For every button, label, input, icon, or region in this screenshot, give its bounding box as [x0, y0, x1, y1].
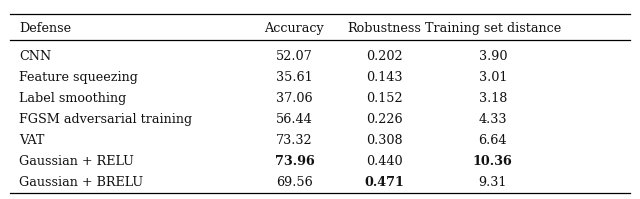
Text: Accuracy: Accuracy: [264, 22, 324, 35]
Text: VAT: VAT: [19, 134, 45, 147]
Text: Gaussian + BRELU: Gaussian + BRELU: [19, 176, 143, 189]
Text: 0.471: 0.471: [364, 176, 404, 189]
Text: 37.06: 37.06: [276, 92, 313, 105]
Text: Label smoothing: Label smoothing: [19, 92, 127, 105]
Text: 4.33: 4.33: [479, 113, 507, 126]
Text: 0.440: 0.440: [365, 155, 403, 168]
Text: 73.32: 73.32: [276, 134, 313, 147]
Text: 0.202: 0.202: [365, 50, 403, 63]
Text: 0.152: 0.152: [365, 92, 403, 105]
Text: Gaussian + RELU: Gaussian + RELU: [19, 155, 134, 168]
Text: 9.31: 9.31: [479, 176, 507, 189]
Text: Training set distance: Training set distance: [425, 22, 561, 35]
Text: CNN: CNN: [19, 50, 51, 63]
Text: 10.36: 10.36: [473, 155, 513, 168]
Text: 3.90: 3.90: [479, 50, 507, 63]
Text: 73.96: 73.96: [275, 155, 314, 168]
Text: 3.01: 3.01: [479, 71, 507, 84]
Text: 6.64: 6.64: [479, 134, 507, 147]
Text: 3.18: 3.18: [479, 92, 507, 105]
Text: 56.44: 56.44: [276, 113, 313, 126]
Text: Feature squeezing: Feature squeezing: [19, 71, 138, 84]
Text: 0.308: 0.308: [365, 134, 403, 147]
Text: 69.56: 69.56: [276, 176, 313, 189]
Text: Robustness: Robustness: [347, 22, 421, 35]
Text: Defense: Defense: [19, 22, 71, 35]
Text: FGSM adversarial training: FGSM adversarial training: [19, 113, 193, 126]
Text: 0.226: 0.226: [365, 113, 403, 126]
Text: 52.07: 52.07: [276, 50, 313, 63]
Text: 0.143: 0.143: [365, 71, 403, 84]
Text: 35.61: 35.61: [276, 71, 313, 84]
